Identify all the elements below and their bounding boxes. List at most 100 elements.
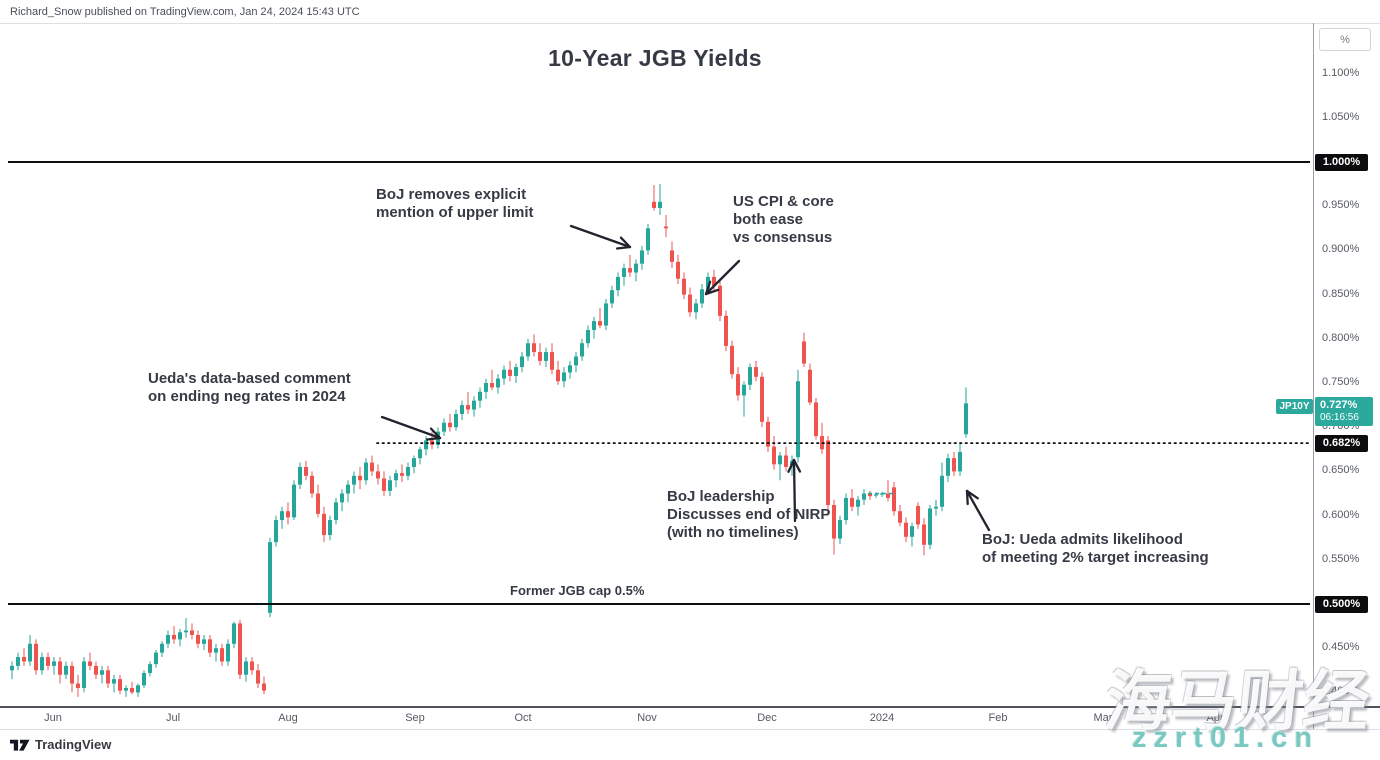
candle-body	[340, 493, 344, 503]
candle-body	[562, 372, 566, 382]
candle-body	[352, 475, 356, 485]
annotation-line: BoJ removes explicit	[376, 186, 527, 203]
chart-bottom-border	[0, 706, 1380, 708]
candle-body	[634, 263, 638, 273]
candle-body	[376, 471, 380, 479]
candle-body	[46, 657, 50, 666]
candle-body	[274, 520, 278, 543]
candle-body	[64, 665, 68, 675]
candle-body	[670, 250, 674, 262]
price-tick-label: 0.800%	[1322, 331, 1360, 344]
candle-body	[922, 524, 926, 545]
candle-body	[520, 356, 524, 368]
candle-body	[958, 451, 962, 472]
price-axis-separator	[1313, 23, 1314, 729]
candle-body	[802, 341, 806, 364]
candle-body	[106, 670, 110, 684]
candle-body	[940, 475, 944, 507]
candle-body	[790, 460, 794, 467]
candle-body	[40, 657, 44, 671]
candle-body	[268, 542, 272, 613]
candle-body	[334, 502, 338, 521]
candle-body	[430, 440, 434, 445]
annotation-line: BoJ: Ueda admits likelihood	[982, 531, 1183, 548]
candle-body	[250, 661, 254, 671]
annotation-line: on ending neg rates in 2024	[148, 388, 346, 405]
candle-body	[628, 268, 632, 273]
candle-body	[946, 458, 950, 476]
candle-body	[730, 345, 734, 375]
candle-body	[88, 661, 92, 666]
candle-body	[196, 634, 200, 644]
price-tick-label: 0.850%	[1322, 287, 1360, 300]
candle-body	[952, 458, 956, 472]
candle-body	[508, 369, 512, 376]
candle-body	[724, 315, 728, 346]
candle-body	[28, 643, 32, 662]
candle-body	[442, 422, 446, 432]
candle-body	[580, 343, 584, 357]
candle-body	[286, 511, 290, 518]
candle-body	[322, 513, 326, 536]
time-tick-label: Aug	[278, 712, 298, 724]
candle-body	[856, 499, 860, 507]
price-tick-label: 1.100%	[1322, 66, 1360, 79]
candle-body	[118, 679, 122, 691]
candle-body	[886, 493, 890, 498]
candle-body	[136, 685, 140, 693]
candle-body	[460, 405, 464, 414]
price-level-badge: 0.500%	[1315, 595, 1368, 613]
candle-body	[880, 493, 884, 495]
candle-body	[658, 201, 662, 208]
price-tick-label: 0.450%	[1322, 641, 1360, 654]
candle-body	[304, 466, 308, 476]
candle-body	[916, 505, 920, 525]
candle-body	[394, 473, 398, 481]
bar-countdown-timer: 06:16:56	[1320, 412, 1359, 423]
candle-body	[544, 352, 548, 361]
publish-attribution: Richard_Snow published on TradingView.co…	[10, 6, 360, 18]
candle-body	[148, 664, 152, 673]
tradingview-logo[interactable]: TradingView	[10, 736, 111, 752]
current-price-badge[interactable]: 0.727% 06:16:56	[1315, 397, 1373, 426]
candle-body	[190, 630, 194, 635]
candle-body	[574, 356, 578, 366]
candle-body	[208, 639, 212, 653]
time-tick-label: Jun	[44, 712, 62, 724]
annotation-ueda-comment: Ueda's data-based comment on ending neg r…	[148, 370, 351, 406]
percent-unit-button[interactable]: %	[1319, 28, 1371, 51]
annotation-line: vs consensus	[733, 229, 833, 246]
chart-top-border	[0, 23, 1380, 24]
annotation-line: Former JGB cap 0.5%	[510, 583, 645, 598]
candle-body	[502, 369, 506, 379]
annotation-arrowhead	[615, 245, 632, 250]
candle-body	[778, 455, 782, 465]
price-tick-label: 0.950%	[1322, 199, 1360, 212]
price-tick-label: 0.900%	[1322, 243, 1360, 256]
time-tick-label: Dec	[757, 712, 777, 724]
candle-body	[964, 403, 968, 435]
price-level-badge: 1.000%	[1315, 153, 1368, 171]
candle-body	[448, 422, 452, 428]
time-axis[interactable]: Jun Jul Aug Sep Oct Nov Dec 2024 Feb Mar Apr	[0, 707, 1313, 729]
annotation-arrow	[704, 259, 741, 296]
candle-body	[592, 321, 596, 330]
price-tick-label: 0.600%	[1322, 508, 1360, 521]
candle-body	[472, 400, 476, 410]
candle-body	[76, 683, 80, 688]
candle-body	[226, 643, 230, 662]
candle-body	[316, 493, 320, 514]
candle-body	[10, 665, 14, 671]
time-tick-label: Sep	[405, 712, 425, 724]
time-axis-bottom-border	[0, 729, 1380, 730]
symbol-label-badge[interactable]: JP10Y	[1276, 399, 1313, 414]
price-tick-label: 1.050%	[1322, 110, 1360, 123]
candle-body	[172, 634, 176, 640]
annotation-arrowhead	[704, 288, 720, 296]
candle-body	[868, 493, 872, 497]
candle-body	[598, 321, 602, 326]
candle-body	[568, 365, 572, 373]
candle-body	[496, 378, 500, 388]
price-axis[interactable]: % 1.100% 1.050% 1.000% 0.950% 0.900% 0.850% 0.…	[1314, 23, 1380, 729]
